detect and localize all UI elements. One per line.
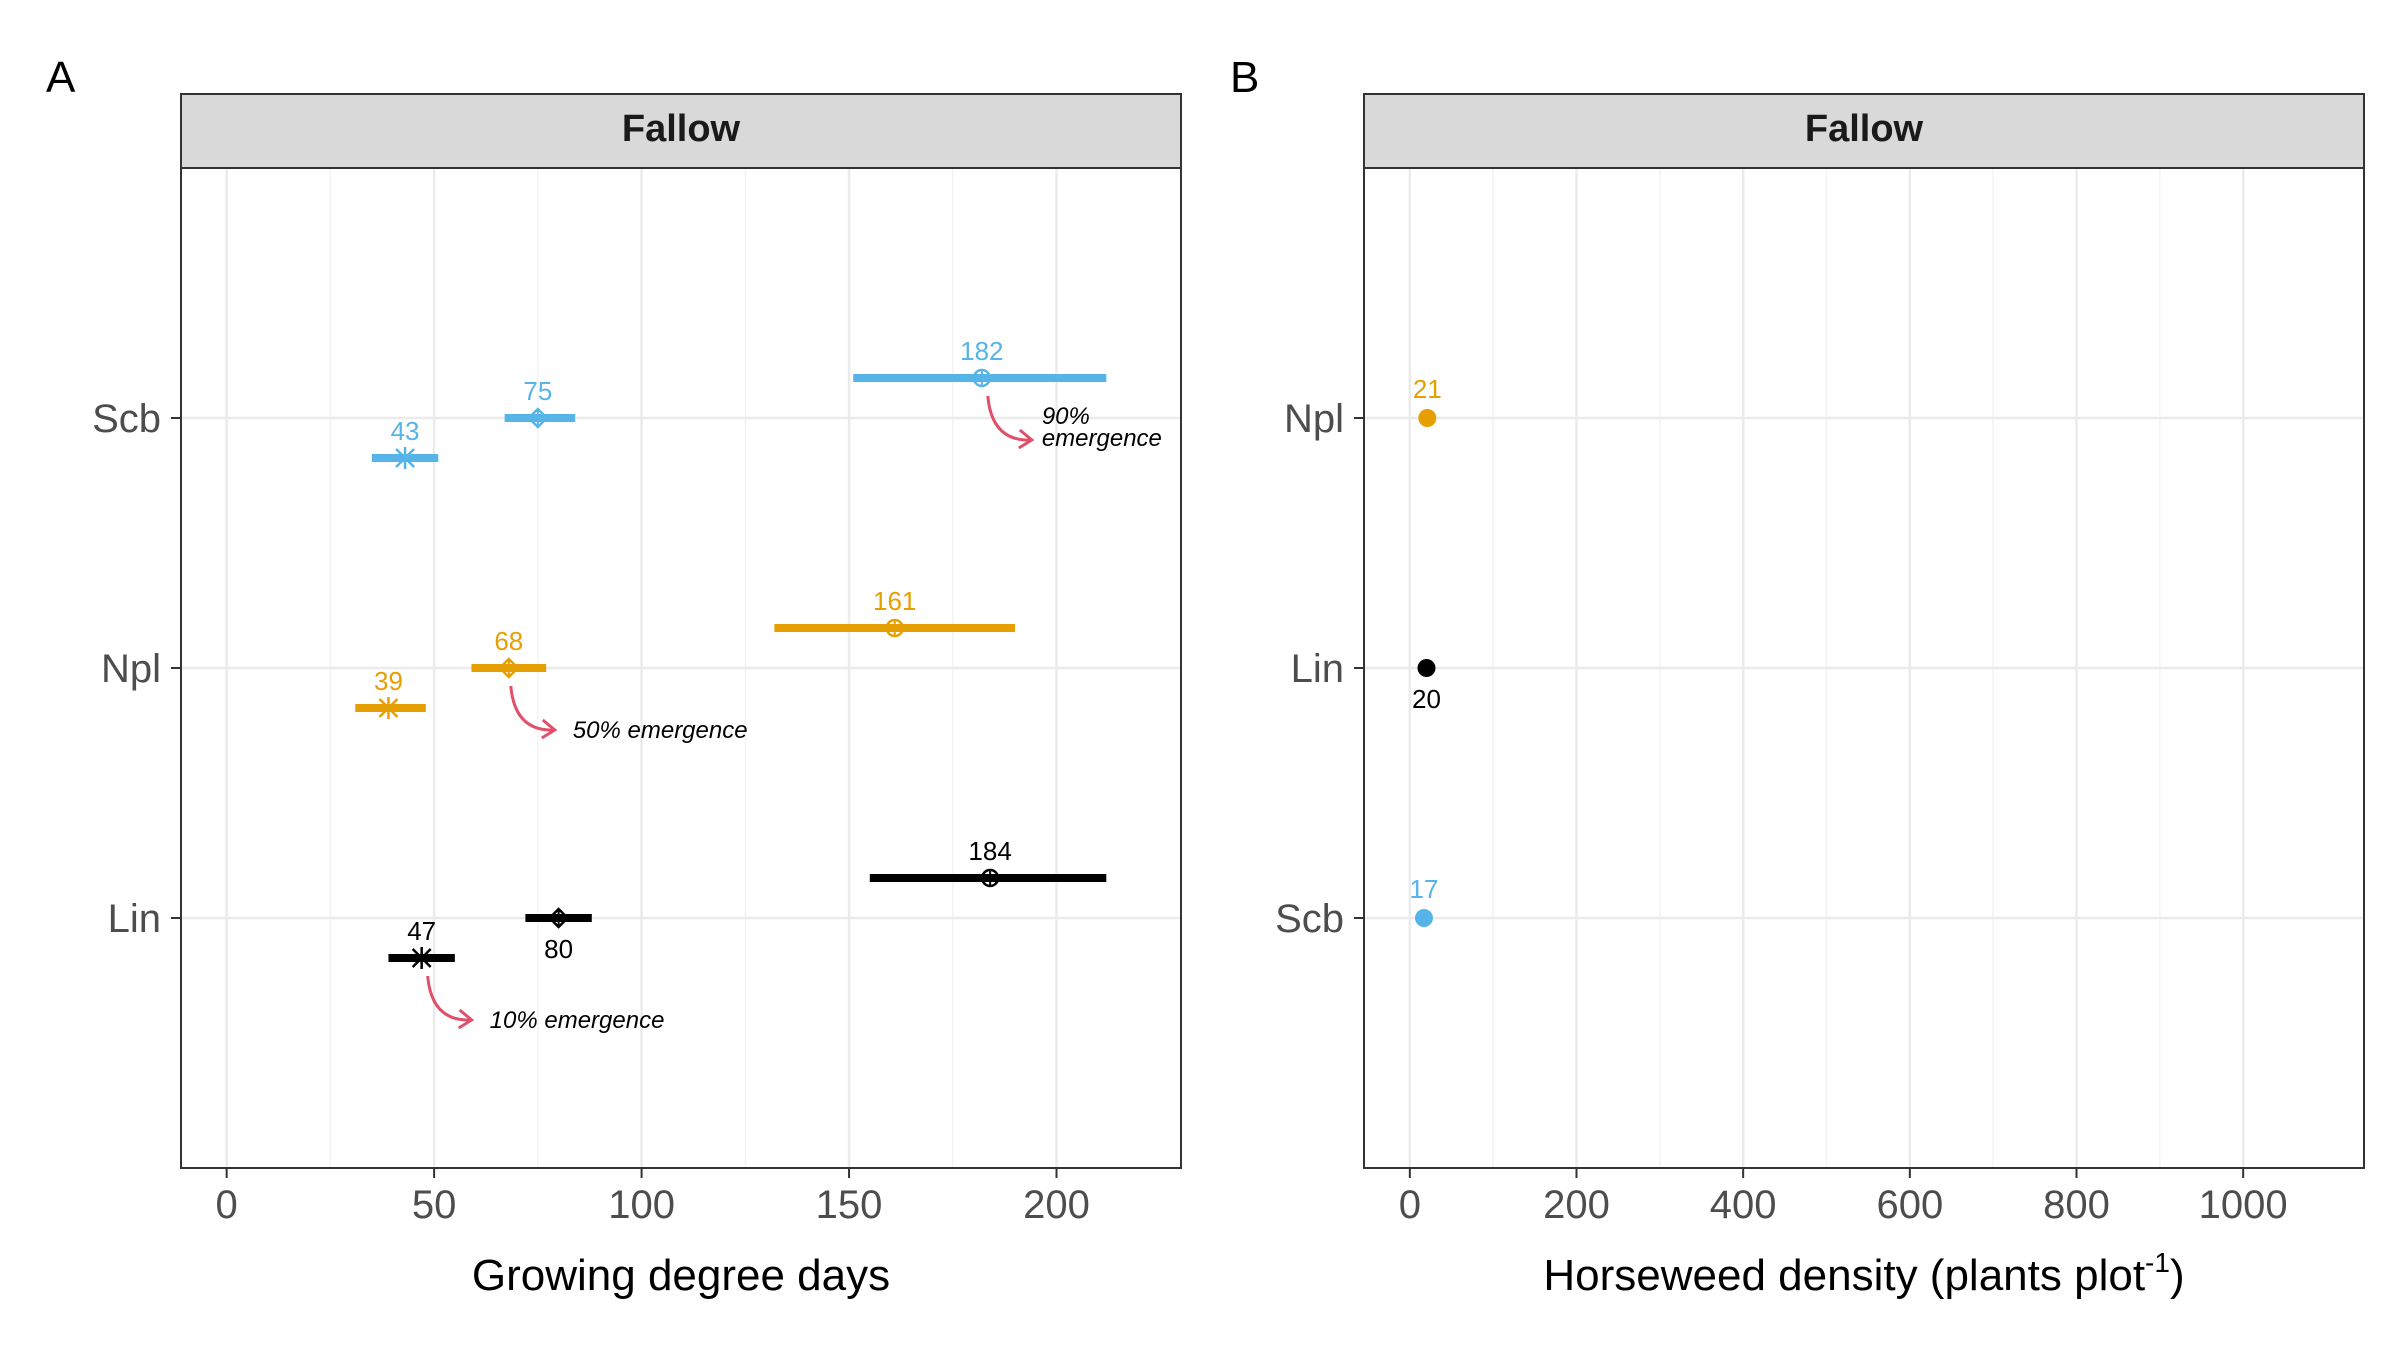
annotation-50-emergence-arrow-head [541, 718, 558, 740]
a-lin-50-emergence-marker [547, 907, 570, 929]
panel-a-strip-label: Fallow [622, 108, 741, 150]
a-lin-90-emergence-value-label: 184 [968, 836, 1011, 866]
annotation-90-emergence-arrow [986, 395, 1035, 450]
x-tick-label-100: 100 [608, 1183, 675, 1227]
annotation-10-emergence-arrow [426, 975, 475, 1030]
x-tick-label-200: 200 [1023, 1183, 1090, 1227]
a-scb-50-emergence-value-label: 75 [523, 376, 552, 406]
annotation-10-emergence-arrow-head [457, 1008, 475, 1030]
a-lin-10-emergence-marker [411, 947, 432, 969]
annotation-90-emergence-arrow-shaft [986, 395, 1032, 442]
a-npl-50-emergence-value-label: 68 [494, 626, 523, 656]
y-tick-label-npl: Npl [101, 647, 161, 691]
b-scb-value-label: 17 [1410, 874, 1439, 904]
a-scb-50-emergence-marker [527, 407, 549, 429]
panel-a-marks: 47 39 43 80 68 75 184 161 182 10% emergence 50% em… [355, 336, 1162, 1034]
b-npl-point [1418, 409, 1437, 427]
a-scb-10-emergence-value-label: 43 [391, 416, 420, 446]
panel-a-ticks: 0 50 100 150 200 Lin Npl Scb [92, 397, 1090, 1227]
panel-a-letter: A [46, 53, 76, 102]
annotation-90-emergence-text-line-2: emergence [1042, 425, 1162, 452]
panel-b-x-axis-title: Horseweed density (plants plot-1) [1543, 1247, 2184, 1300]
x-tick-label-200: 200 [1543, 1183, 1610, 1227]
panel-b-x-axis-title-main: Horseweed density (plants plot [1543, 1251, 2145, 1300]
annotation-10-emergence-arrow-shaft [426, 975, 472, 1022]
x-tick-label-0: 0 [216, 1183, 238, 1227]
a-npl-90-emergence-value-label: 161 [873, 586, 916, 616]
x-tick-label-400: 400 [1710, 1183, 1777, 1227]
a-npl-10-emergence-marker [378, 697, 399, 719]
a-npl-90-emergence-marker [885, 618, 904, 638]
panel-b-strip-label: Fallow [1805, 108, 1924, 150]
b-lin-point [1417, 659, 1436, 677]
x-tick-label-600: 600 [1876, 1183, 1943, 1227]
y-tick-label-npl: Npl [1284, 397, 1344, 441]
b-npl-value-label: 21 [1413, 374, 1442, 404]
annotation-90-emergence-arrow-head [1018, 428, 1035, 450]
panel-b-marks: 17 20 21 [1410, 374, 1442, 927]
y-tick-label-lin: Lin [1291, 647, 1344, 691]
annotation-50-emergence-arrow-shaft [509, 685, 555, 732]
annotation-10-emergence-text: 10% emergence [490, 1007, 665, 1034]
a-npl-10-emergence-value-label: 39 [374, 666, 403, 696]
y-tick-label-scb: Scb [92, 397, 161, 441]
panel-a-x-axis-title: Growing degree days [472, 1251, 890, 1300]
panel-b-x-axis-title-end: ) [2170, 1251, 2185, 1300]
panel-a-strip [180, 93, 1182, 169]
annotation-50-emergence-arrow [509, 685, 558, 740]
panel-b: B Fallow 17 20 21 0 200 400 600 800 1000 Scb Lin N… [1230, 53, 2365, 1300]
y-tick-label-lin: Lin [108, 897, 161, 941]
b-scb-point [1415, 909, 1433, 927]
a-scb-90-emergence-value-label: 182 [960, 336, 1003, 366]
y-tick-label-scb: Scb [1275, 897, 1344, 941]
a-scb-10-emergence-marker [395, 447, 415, 469]
a-lin-50-emergence-value-label: 80 [544, 934, 573, 964]
panel-a: A Fallow 47 39 43 80 68 75 184 161 182 10% emerge… [46, 53, 1182, 1300]
panel-b-ticks: 0 200 400 600 800 1000 Scb Lin Npl [1275, 397, 2288, 1227]
x-tick-label-800: 800 [2043, 1183, 2110, 1227]
a-lin-10-emergence-value-label: 47 [407, 916, 436, 946]
a-lin-90-emergence-marker [980, 868, 1000, 888]
b-lin-value-label: 20 [1412, 684, 1441, 714]
a-scb-90-emergence-marker [972, 368, 992, 388]
annotation-90-emergence-text-line-1: 90% [1042, 403, 1090, 430]
x-tick-label-1000: 1000 [2199, 1183, 2288, 1227]
panel-b-x-axis-title-sup: -1 [2145, 1247, 2170, 1278]
x-tick-label-150: 150 [816, 1183, 883, 1227]
a-npl-50-emergence-marker [498, 657, 520, 679]
x-tick-label-0: 0 [1399, 1183, 1421, 1227]
x-tick-label-50: 50 [412, 1183, 457, 1227]
panel-b-grid [1364, 168, 2364, 1168]
annotation-50-emergence-text: 50% emergence [573, 717, 748, 744]
panel-b-letter: B [1230, 53, 1259, 102]
